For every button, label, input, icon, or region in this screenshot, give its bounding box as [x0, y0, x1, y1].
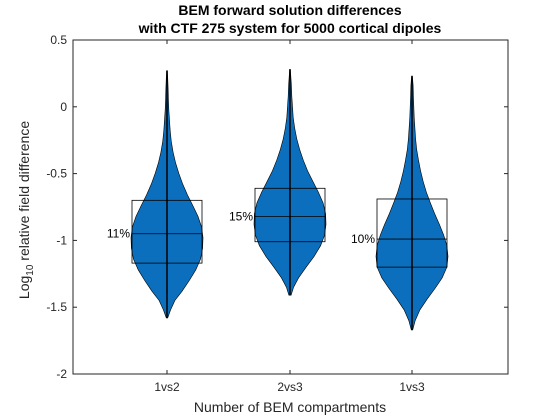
y-tick-label: -1.5 [46, 300, 67, 314]
percent-label: 15% [229, 209, 253, 223]
x-tick-label: 2vs3 [277, 380, 303, 394]
y-tick-label: 0 [60, 100, 67, 114]
x-tick-label: 1vs2 [154, 380, 180, 394]
x-axis: 1vs2 2vs3 1vs3 [154, 40, 425, 394]
y-axis-label: Log10 relative field difference [16, 121, 36, 299]
y-axis-label-suffix: relative field difference [16, 121, 32, 265]
percent-label: 11% [107, 227, 130, 241]
violin-2vs3: 15% [229, 69, 327, 296]
y-tick-label: -0.5 [46, 167, 67, 181]
y-axis: 0.5 0 -0.5 -1 -1.5 -2 [46, 33, 508, 381]
y-tick-label: -1 [56, 233, 67, 247]
y-axis-label-prefix: Log [16, 276, 32, 299]
chart-title-line-1: BEM forward solution differences [178, 2, 401, 18]
x-tick-label: 1vs3 [399, 380, 425, 394]
quartile-box [376, 198, 448, 268]
violin-1vs2: 11% [107, 70, 204, 319]
y-tick-label: 0.5 [50, 33, 67, 47]
plot-area: 11% 15% 10% [107, 69, 449, 331]
y-tick-label: -2 [56, 367, 67, 381]
quartile-box [131, 199, 203, 264]
percent-label: 10% [351, 232, 375, 246]
violin-1vs3: 10% [351, 75, 449, 331]
quartile-box [254, 187, 326, 243]
x-axis-label: Number of BEM compartments [194, 399, 386, 415]
y-axis-label-subscript: 10 [25, 264, 36, 276]
chart-title-line-2: with CTF 275 system for 5000 cortical di… [138, 20, 442, 36]
